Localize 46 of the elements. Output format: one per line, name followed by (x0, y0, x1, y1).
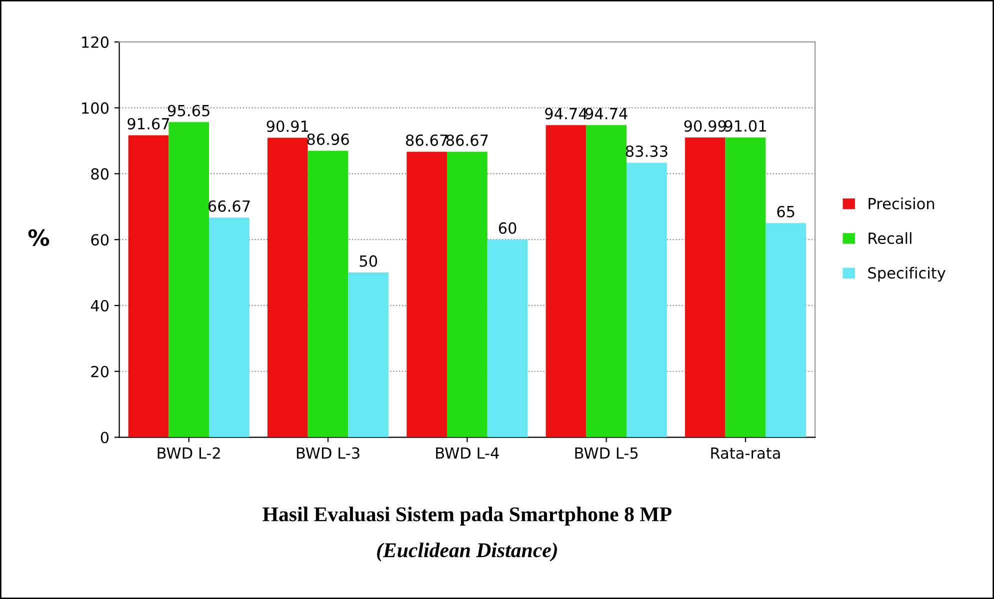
data-label: 65 (777, 206, 794, 218)
bar (447, 152, 488, 438)
bar (766, 223, 806, 438)
data-label: 50 (360, 255, 378, 267)
bar (406, 152, 447, 438)
data-label: 86.67 (446, 134, 488, 146)
data-label: 90.91 (266, 120, 308, 132)
data-label: 86.96 (307, 133, 349, 146)
data-label: 95.65 (168, 104, 210, 116)
x-tick-label: BWD L-5 (575, 447, 638, 459)
y-tick-label: 20 (91, 366, 109, 378)
x-tick-label: Rata-rata (711, 447, 780, 459)
x-tick-label: BWD L-4 (436, 447, 499, 459)
y-axis-title: % (28, 229, 50, 246)
y-tick-label: 80 (91, 168, 109, 180)
bar (128, 135, 169, 438)
y-tick-label: 100 (82, 102, 109, 114)
y-tick-label: 0 (100, 432, 109, 444)
data-label: 60 (498, 222, 516, 234)
legend-label: Precision (868, 198, 934, 210)
y-tick-label: 120 (82, 36, 109, 48)
data-label: 91.01 (724, 120, 766, 132)
y-tick-label: 40 (90, 300, 109, 312)
x-tick-label: BWD L-2 (158, 447, 220, 459)
bar (348, 272, 389, 438)
data-label: 91.67 (128, 118, 170, 130)
bar (725, 137, 766, 438)
bar (487, 240, 528, 438)
legend-label: Specificity (868, 266, 946, 282)
bar (684, 138, 726, 438)
data-label: 94.74 (545, 108, 587, 120)
bar (546, 125, 586, 438)
data-label: 86.67 (406, 134, 448, 146)
bar (586, 125, 627, 438)
data-label: 90.99 (684, 120, 726, 132)
data-label: 94.74 (585, 108, 628, 120)
bar (626, 162, 667, 438)
bar (308, 150, 348, 438)
text: (Euclidean Distance) (377, 542, 557, 562)
bar (209, 218, 250, 438)
x-tick-label: BWD L-3 (296, 447, 360, 459)
legend-label: Recall (868, 232, 912, 244)
text: Hasil Evaluasi Sistem pada Smartphone 8 MP (262, 506, 672, 526)
bar (267, 138, 308, 438)
y-tick-label: 60 (91, 234, 109, 246)
bar (168, 122, 210, 438)
